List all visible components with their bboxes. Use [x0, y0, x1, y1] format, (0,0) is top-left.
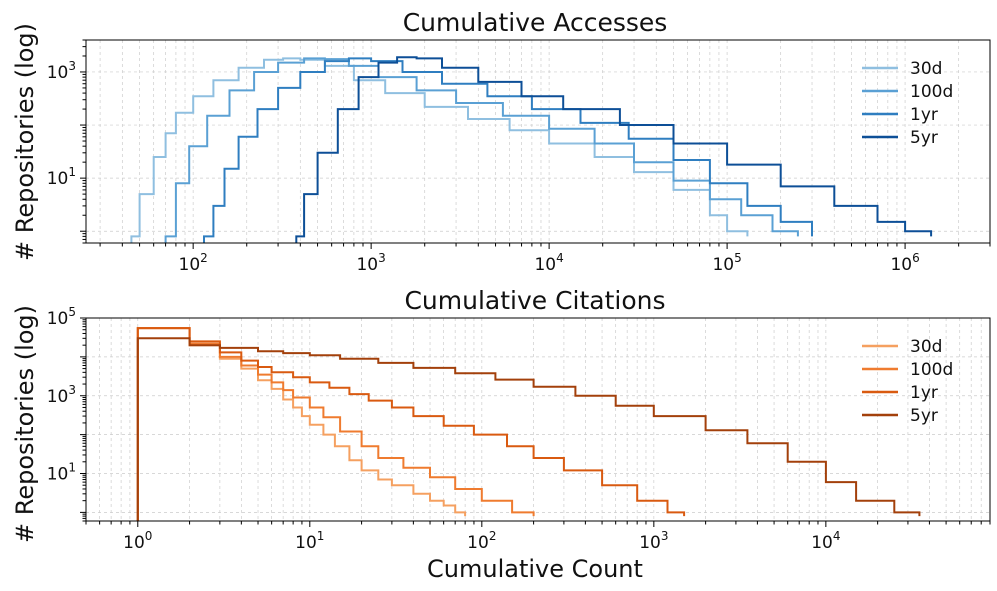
legend-label-1yr: 1yr — [910, 383, 938, 403]
x-tick-label: 103 — [639, 529, 668, 553]
series-1yr-line — [136, 327, 686, 521]
legend-label-1yr: 1yr — [910, 105, 938, 125]
y-tick-label: 103 — [47, 59, 76, 83]
citations-panel: Cumulative Citations # Repositories (log… — [11, 286, 991, 583]
x-tick-label: 106 — [890, 251, 919, 275]
legend-label-30d: 30d — [910, 59, 942, 79]
x-tick-label: 101 — [295, 529, 324, 553]
accesses-series — [130, 56, 933, 243]
legend-label-5yr: 5yr — [910, 128, 938, 148]
citations-legend: 30d 100d 1yr 5yr — [862, 337, 953, 426]
citations-title: Cumulative Citations — [404, 286, 665, 315]
citations-plot-frame — [85, 317, 991, 522]
accesses-plot-frame — [85, 39, 991, 244]
series-5yr-line — [295, 56, 933, 243]
series-1yr-line — [203, 57, 813, 243]
legend-label-100d: 100d — [910, 360, 953, 380]
y-tick-label: 103 — [47, 383, 76, 407]
series-30d-line — [136, 327, 467, 521]
x-tick-label: 104 — [534, 251, 563, 275]
accesses-legend: 30d 100d 1yr 5yr — [862, 59, 953, 148]
accesses-ylabel: # Repositories (log) — [11, 23, 39, 261]
legend-label-30d: 30d — [910, 337, 942, 357]
legend-label-5yr: 5yr — [910, 406, 938, 426]
accesses-ticks: 102 103 104 105 106 101 103 — [47, 39, 991, 275]
x-tick-label: 100 — [123, 529, 152, 553]
series-100d-line — [164, 57, 799, 243]
series-30d-line — [130, 57, 749, 243]
x-tick-label: 102 — [467, 529, 496, 553]
citations-ticks: 100 101 102 103 104 101 103 105 — [47, 305, 991, 553]
x-tick-label: 104 — [811, 529, 840, 553]
accesses-grid — [86, 40, 991, 243]
y-tick-label: 101 — [47, 461, 76, 485]
x-tick-label: 103 — [356, 251, 385, 275]
series-5yr-line — [136, 337, 921, 521]
accesses-title: Cumulative Accesses — [403, 8, 668, 37]
citations-ylabel: # Repositories (log) — [11, 305, 39, 543]
citations-series — [136, 327, 921, 521]
y-tick-label: 105 — [47, 305, 76, 329]
accesses-panel: Cumulative Accesses # Repositories (log)… — [11, 8, 991, 275]
y-tick-label: 101 — [47, 165, 76, 189]
citations-xlabel: Cumulative Count — [427, 555, 643, 583]
x-tick-label: 102 — [179, 251, 208, 275]
x-tick-label: 105 — [712, 251, 741, 275]
legend-label-100d: 100d — [910, 82, 953, 102]
